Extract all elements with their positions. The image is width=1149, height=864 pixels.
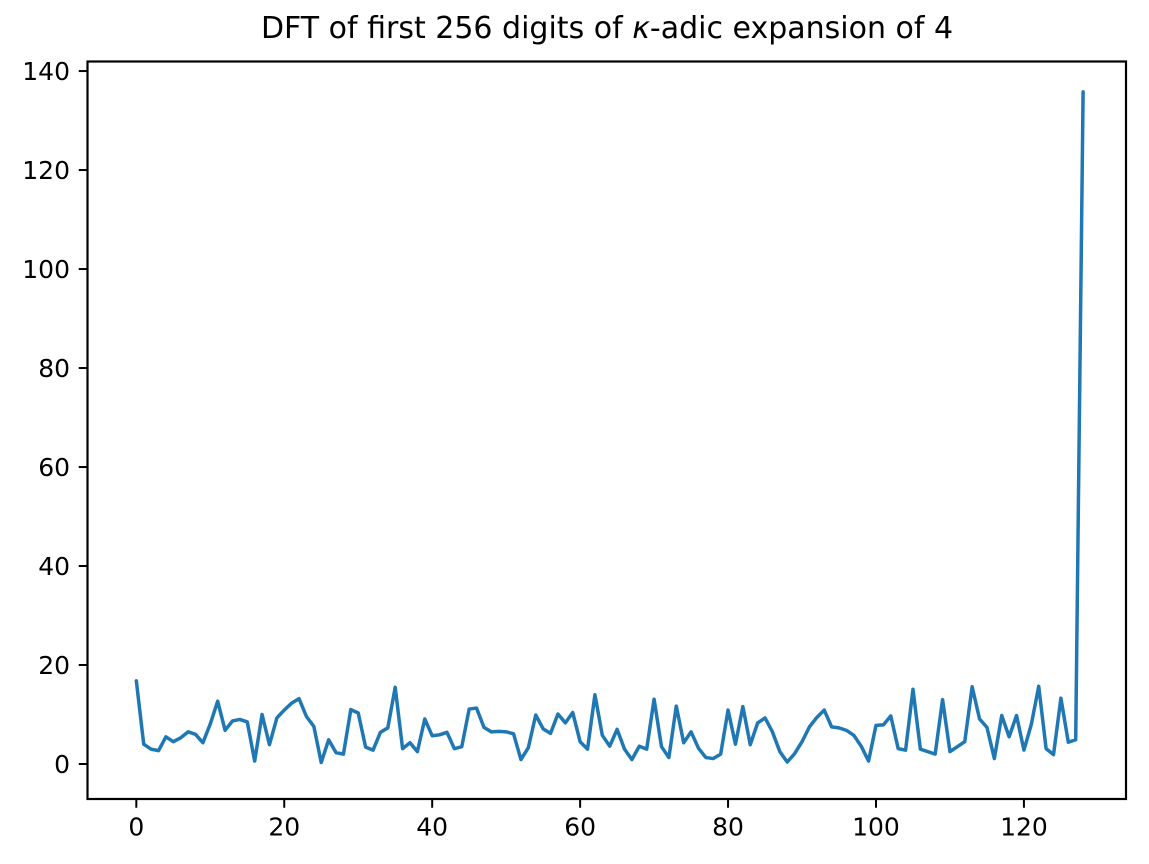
chart-title-prefix: DFT of first 256 digits of xyxy=(260,11,633,46)
x-tick-label: 20 xyxy=(268,812,300,841)
x-tick-label: 0 xyxy=(128,812,144,841)
chart-title-suffix: -adic expansion of 4 xyxy=(649,11,954,46)
axes-background xyxy=(87,61,1126,799)
y-tick-label: 120 xyxy=(22,156,70,185)
y-tick-label: 140 xyxy=(22,57,70,86)
y-tick-label: 80 xyxy=(38,354,70,383)
chart-title: DFT of first 256 digits of κ-adic expans… xyxy=(261,12,953,45)
x-tick-label: 60 xyxy=(564,812,596,841)
y-tick-label: 20 xyxy=(38,651,70,680)
x-tick-label: 80 xyxy=(712,812,744,841)
y-tick-label: 100 xyxy=(22,255,70,284)
chart-title-kappa: κ xyxy=(632,11,650,46)
y-tick-label: 40 xyxy=(38,552,70,581)
y-tick-label: 60 xyxy=(38,453,70,482)
data-line xyxy=(134,90,1085,765)
x-tick-label: 100 xyxy=(852,812,900,841)
x-tick-label: 40 xyxy=(416,812,448,841)
y-tick-label: 0 xyxy=(54,750,70,779)
x-tick-label: 120 xyxy=(1000,812,1048,841)
axes-spines xyxy=(86,60,1128,801)
